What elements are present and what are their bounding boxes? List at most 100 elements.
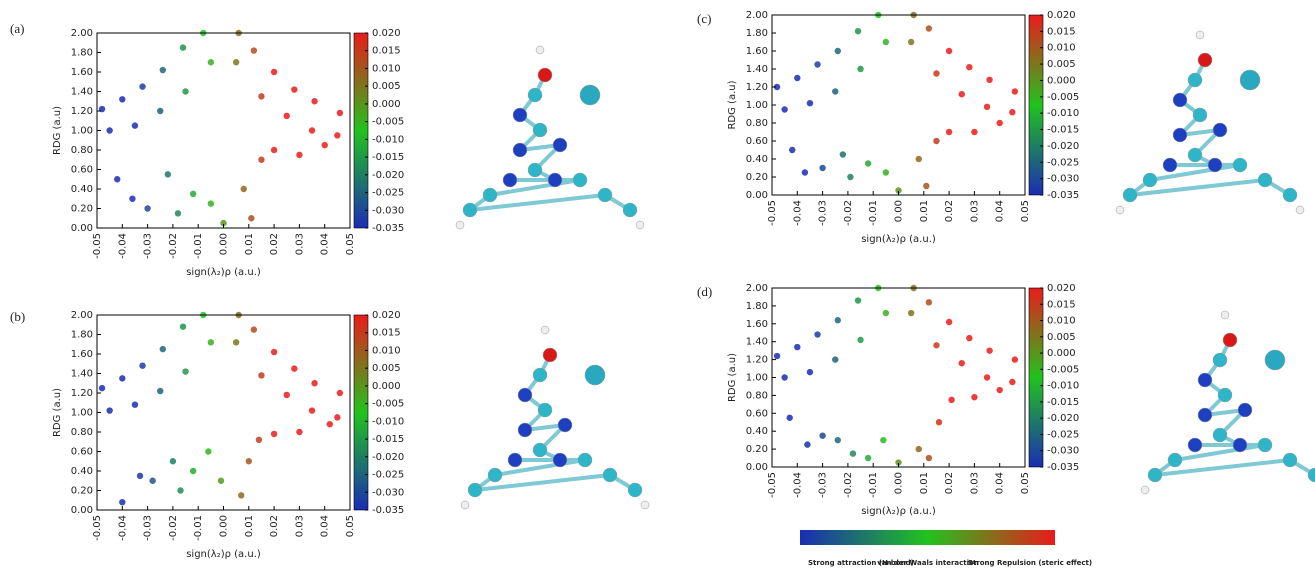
x-tick-label: 0.03 bbox=[294, 233, 305, 255]
data-point bbox=[966, 63, 973, 71]
data-point bbox=[291, 86, 298, 93]
data-point bbox=[179, 323, 187, 330]
y-tick-label: 0.40 bbox=[71, 466, 93, 477]
x-tick-label: -0.03 bbox=[143, 233, 154, 259]
x-tick-label: -0.02 bbox=[843, 200, 854, 226]
data-point bbox=[839, 151, 847, 158]
y-tick-label: 2.00 bbox=[746, 10, 768, 21]
data-point bbox=[814, 61, 821, 68]
data-point bbox=[217, 477, 225, 484]
atom bbox=[537, 402, 553, 418]
data-point bbox=[786, 414, 793, 421]
data-point bbox=[849, 450, 857, 457]
data-point bbox=[250, 47, 258, 54]
data-point bbox=[773, 352, 781, 360]
atom bbox=[1257, 172, 1273, 188]
y-axis-label: RDG (a.u) bbox=[727, 80, 738, 129]
x-tick-label: 0.02 bbox=[944, 472, 955, 494]
x-tick-label: -0.03 bbox=[818, 472, 829, 498]
data-point bbox=[311, 380, 318, 387]
atom bbox=[462, 202, 478, 218]
x-axis-label: sign(λ₂)ρ (a.u.) bbox=[186, 267, 261, 278]
y-tick-label: 0.20 bbox=[746, 444, 768, 455]
data-point bbox=[996, 119, 1003, 127]
bond bbox=[1174, 443, 1266, 462]
data-point bbox=[258, 93, 265, 100]
data-point bbox=[794, 74, 801, 82]
bond bbox=[494, 458, 586, 477]
colorbar-tick-label: 0.005 bbox=[372, 363, 401, 374]
bond bbox=[469, 193, 606, 212]
x-tick-label: -0.04 bbox=[117, 233, 128, 259]
y-tick-label: 0.80 bbox=[746, 118, 768, 129]
atom bbox=[455, 220, 465, 230]
y-axis-label: RDG (a.u) bbox=[52, 388, 63, 437]
atom bbox=[1140, 485, 1150, 495]
data-point bbox=[801, 169, 809, 176]
y-tick-label: 0.80 bbox=[746, 390, 768, 401]
colorbar bbox=[1028, 287, 1044, 468]
atom bbox=[579, 84, 601, 106]
colorbar-tick-label: 0.005 bbox=[1047, 59, 1076, 70]
x-tick-label: 0.02 bbox=[944, 200, 955, 222]
y-tick-label: 1.60 bbox=[71, 67, 93, 78]
x-tick-label: -0.01 bbox=[868, 200, 879, 226]
x-axis-label: sign(λ₂)ρ (a.u.) bbox=[861, 506, 936, 517]
colorbar-tick-label: -0.035 bbox=[1047, 190, 1079, 201]
y-tick-label: 0.80 bbox=[71, 427, 93, 438]
data-point bbox=[240, 185, 247, 193]
data-point bbox=[119, 499, 126, 506]
data-point bbox=[296, 151, 303, 159]
atom bbox=[627, 482, 643, 498]
data-point bbox=[986, 76, 993, 84]
y-tick-label: 2.00 bbox=[746, 283, 768, 294]
colorbar-tick-label: -0.035 bbox=[1047, 462, 1079, 473]
data-point bbox=[945, 318, 953, 326]
atom bbox=[1162, 157, 1178, 173]
data-point bbox=[804, 441, 811, 448]
data-point bbox=[814, 331, 821, 338]
atom bbox=[1212, 427, 1228, 443]
x-tick-label: 0.04 bbox=[995, 472, 1006, 494]
data-point bbox=[139, 83, 146, 90]
y-tick-label: 1.00 bbox=[71, 408, 93, 419]
colorbar-tick-label: -0.015 bbox=[1047, 397, 1079, 408]
atom bbox=[532, 367, 548, 383]
data-point bbox=[270, 430, 278, 438]
x-tick-label: 0.03 bbox=[294, 515, 305, 537]
y-tick-label: 1.40 bbox=[746, 337, 768, 348]
x-tick-label: -0.03 bbox=[818, 200, 829, 226]
colorbar-tick-label: -0.015 bbox=[372, 152, 404, 163]
bond bbox=[474, 473, 611, 492]
x-tick-label: 0.03 bbox=[969, 472, 980, 494]
atom bbox=[597, 187, 613, 203]
atom bbox=[1239, 69, 1261, 91]
data-point bbox=[925, 454, 933, 462]
y-tick-label: 1.60 bbox=[746, 46, 768, 57]
colorbar-tick-label: -0.025 bbox=[1047, 429, 1079, 440]
data-point bbox=[98, 384, 106, 392]
data-point bbox=[311, 98, 318, 105]
data-point bbox=[174, 210, 182, 217]
data-point bbox=[806, 100, 814, 107]
colorbar-tick-label: 0.020 bbox=[1047, 283, 1076, 294]
y-tick-label: 2.00 bbox=[71, 310, 93, 321]
atom bbox=[577, 452, 593, 468]
data-point bbox=[334, 132, 341, 139]
y-tick-label: 1.00 bbox=[746, 100, 768, 111]
atom bbox=[584, 364, 606, 386]
data-point bbox=[915, 445, 922, 453]
data-point bbox=[207, 59, 215, 66]
x-tick-label: -0.03 bbox=[143, 515, 154, 541]
y-tick-label: 1.80 bbox=[71, 48, 93, 59]
x-tick-label: 0.01 bbox=[919, 200, 930, 222]
atom bbox=[1282, 187, 1298, 203]
atom bbox=[460, 500, 470, 510]
atom bbox=[540, 325, 550, 335]
x-tick-label: 0.05 bbox=[345, 233, 356, 255]
y-tick-label: 0.00 bbox=[746, 190, 768, 201]
colorbar bbox=[353, 314, 369, 511]
data-point bbox=[238, 492, 245, 499]
colorbar-tick-label: -0.020 bbox=[1047, 413, 1079, 424]
atom bbox=[1307, 467, 1315, 483]
